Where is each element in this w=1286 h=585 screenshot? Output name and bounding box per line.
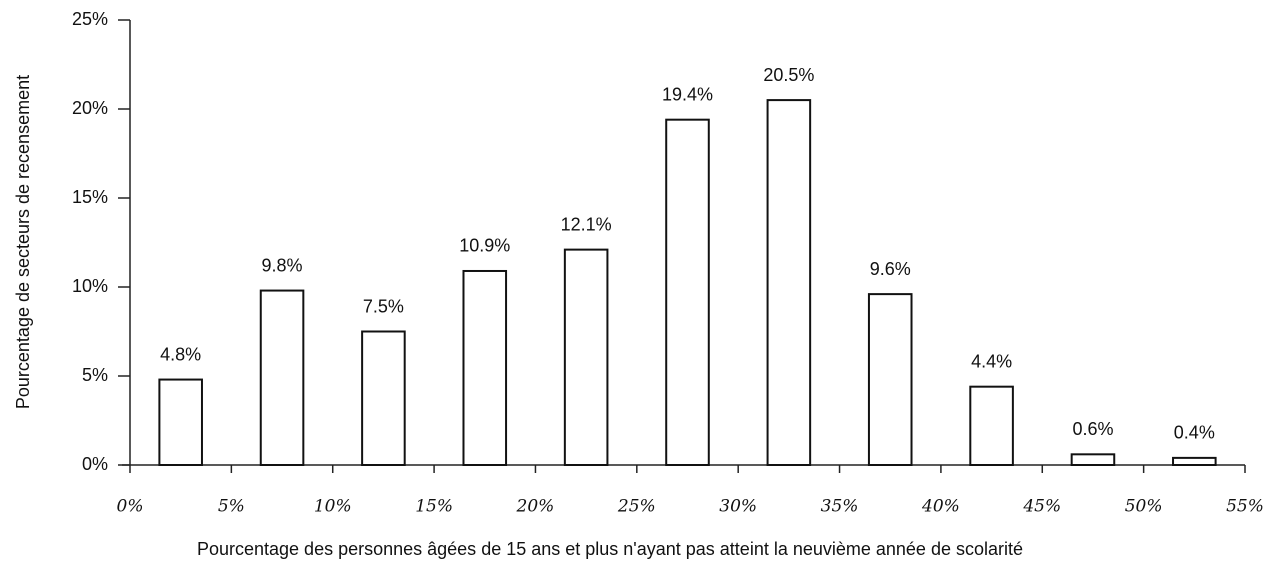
y-tick-label: 10% [72,276,108,296]
value-label: 4.4% [971,351,1012,371]
bar [1172,456,1217,467]
x-tick-label: 5% [218,497,245,517]
x-tick-label: 35% [821,497,859,517]
bar [969,385,1014,466]
bar [158,378,203,466]
y-tick-label: 0% [82,454,108,474]
bar [563,248,609,466]
x-axis-label: Pourcentage des personnes âgées de 15 an… [196,539,1023,559]
bar [867,293,913,466]
y-tick-label: 5% [82,365,108,385]
x-tick-label: 50% [1125,497,1163,517]
x-tick-label: 40% [921,497,960,517]
x-tick-label: 30% [719,497,757,517]
value-label: 4.8% [160,344,201,364]
bar [1070,453,1116,467]
value-label: 12.1% [561,214,612,234]
bar [361,330,406,466]
x-tick-label: 15% [415,497,453,517]
x-tick-label: 10% [314,497,352,517]
value-label: 0.4% [1174,423,1215,443]
value-label: 9.6% [870,259,911,279]
x-tick-label: 45% [1022,497,1061,517]
value-label: 0.6% [1072,419,1113,439]
bar [462,269,508,467]
y-tick-label: 25% [72,9,108,29]
x-tick-label: 20% [516,497,555,517]
x-tick-label: 0% [117,497,144,517]
y-axis-label: Pourcentage de secteurs de recensement [13,75,33,409]
value-label: 19.4% [662,84,713,104]
x-tick-label: 55% [1226,497,1264,517]
y-tick-label: 20% [72,98,108,118]
value-label: 9.8% [262,255,303,275]
bar [259,289,305,466]
x-tick-label: 25% [617,497,656,517]
value-label: 7.5% [363,296,404,316]
bar [766,99,812,466]
bar [665,118,710,467]
y-tick-label: 15% [72,187,108,207]
value-label: 10.9% [459,236,510,256]
value-label: 20.5% [763,65,814,85]
